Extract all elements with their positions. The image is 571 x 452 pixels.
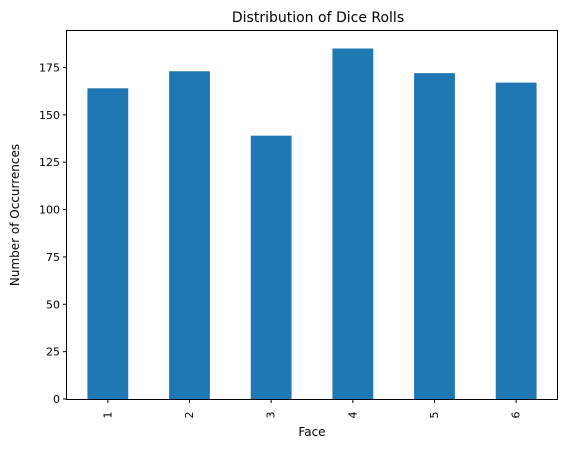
- bar-face-4: [332, 48, 374, 400]
- y-tick-label: 0: [53, 393, 60, 406]
- bar-face-5: [414, 73, 455, 400]
- bar-face-1: [87, 88, 129, 399]
- y-axis-label: Number of Occurrences: [8, 144, 22, 286]
- y-tick-label: 175: [39, 61, 60, 74]
- y-tick-label: 100: [39, 204, 60, 217]
- y-tick-label: 25: [46, 346, 60, 359]
- bar-face-2: [169, 71, 210, 399]
- bars-layer: [87, 48, 537, 400]
- y-tick-label: 125: [39, 156, 60, 169]
- x-axis-label: Face: [298, 425, 325, 439]
- bar-face-3: [250, 135, 292, 400]
- y-tick-label: 150: [39, 109, 60, 122]
- y-tick-label: 50: [46, 298, 60, 311]
- ticks-layer: 1 2 3 4 5 6 0 25 50 75 100 125 150 175: [39, 61, 523, 418]
- bar-face-6: [495, 82, 537, 400]
- x-tick-label: 3: [265, 412, 278, 419]
- chart-title: Distribution of Dice Rolls: [232, 10, 404, 26]
- x-tick-label: 4: [346, 412, 359, 419]
- x-tick-label: 1: [101, 412, 114, 419]
- y-tick-label: 75: [46, 251, 60, 264]
- plot-frame: [66, 30, 558, 400]
- x-tick-label: 2: [183, 412, 196, 419]
- x-tick-label: 5: [428, 412, 441, 419]
- x-tick-label: 6: [510, 412, 523, 419]
